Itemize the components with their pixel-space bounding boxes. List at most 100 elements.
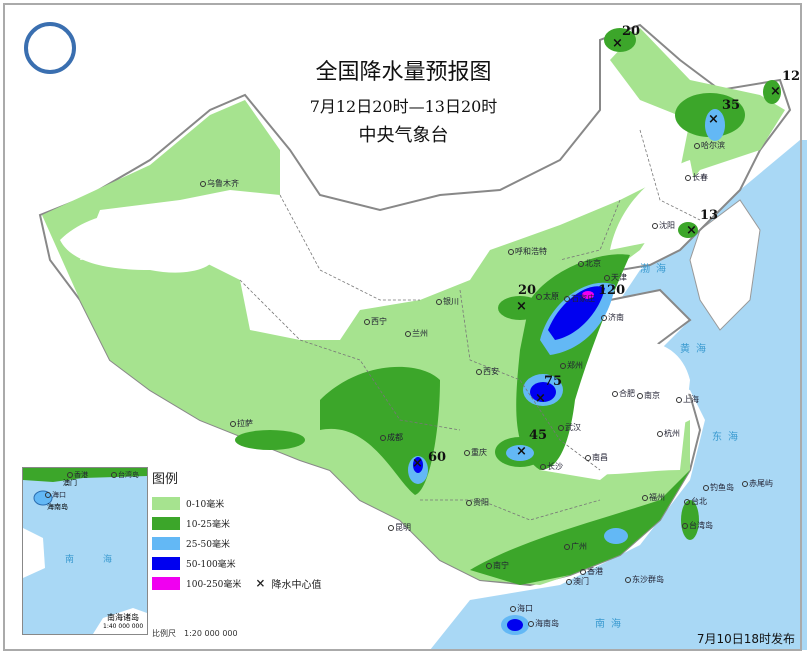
city-label: 福州 bbox=[642, 492, 665, 503]
city-label: 广州 bbox=[564, 541, 587, 552]
rain-center-icon: × bbox=[612, 36, 623, 51]
city-label: 长沙 bbox=[540, 461, 563, 472]
city-label: 南宁 bbox=[486, 560, 509, 571]
legend-label: 10-25毫米 bbox=[186, 519, 230, 530]
place-label: 东沙群岛 bbox=[625, 574, 664, 585]
rain-center-icon: × bbox=[770, 84, 781, 99]
rain-center-icon: × bbox=[516, 299, 527, 314]
city-label: 台北 bbox=[684, 496, 707, 507]
inset-label: 海口 bbox=[45, 490, 66, 500]
issue-time: 7月10日18时发布 bbox=[696, 632, 795, 646]
rain-center-icon: × bbox=[412, 456, 423, 471]
rain-center-legend-icon: × bbox=[255, 576, 266, 590]
legend-label: 25-50毫米 bbox=[186, 539, 230, 550]
logo-icon bbox=[24, 22, 76, 74]
legend-item: 50-100毫米 bbox=[152, 553, 321, 573]
legend-title: 图例 bbox=[152, 472, 179, 487]
city-label: 南昌 bbox=[585, 452, 608, 463]
city-label: 呼和浩特 bbox=[508, 246, 547, 257]
city-label: 上海 bbox=[676, 394, 699, 405]
city-label: 拉萨 bbox=[230, 418, 253, 429]
rain-center-value: 60 bbox=[428, 450, 447, 465]
inset-sea-label: 南 海 bbox=[65, 555, 123, 565]
city-label: 南京 bbox=[637, 390, 660, 401]
city-label: 太原 bbox=[536, 291, 559, 302]
rain-center-value: 120 bbox=[598, 283, 626, 298]
inset-label: 香港 bbox=[67, 470, 88, 480]
city-label: 昆明 bbox=[388, 522, 411, 533]
city-label: 西安 bbox=[476, 366, 499, 377]
city-label: 澳门 bbox=[566, 576, 589, 587]
sea-label: 东海 bbox=[712, 432, 744, 443]
legend-swatch bbox=[152, 536, 180, 550]
city-label: 银川 bbox=[436, 296, 459, 307]
city-label: 杭州 bbox=[657, 428, 680, 439]
legend-item: 10-25毫米 bbox=[152, 513, 321, 533]
city-label: 贵阳 bbox=[466, 497, 489, 508]
city-label: 长春 bbox=[685, 172, 708, 183]
city-label: 沈阳 bbox=[652, 220, 675, 231]
place-label: 钓鱼岛 bbox=[703, 482, 734, 493]
rain-center-value: 35 bbox=[722, 98, 741, 113]
inset-label: 海南岛 bbox=[47, 503, 68, 511]
city-label: 合肥 bbox=[612, 388, 635, 399]
rain-center-value: 13 bbox=[700, 208, 719, 223]
forecast-period: 7月12日20时—13日20时 bbox=[309, 97, 498, 116]
south-china-sea-inset: 香港 台湾岛 澳门 海口 海南岛 南 海 南海诸岛 1:40 000 000 bbox=[22, 467, 148, 635]
map-scale: 比例尺 1:20 000 000 bbox=[152, 629, 238, 638]
rain-center-icon: × bbox=[686, 223, 697, 238]
city-label: 哈尔滨 bbox=[694, 140, 725, 151]
province-borders bbox=[239, 129, 701, 521]
sea-label: 渤海 bbox=[640, 264, 672, 275]
rain-center-icon: × bbox=[535, 391, 546, 406]
map-frame bbox=[3, 3, 802, 651]
legend-item: 0-10毫米 bbox=[152, 493, 321, 513]
rain-zone-0-10 bbox=[42, 28, 785, 585]
city-label: 香港 bbox=[580, 566, 603, 577]
legend-swatch bbox=[152, 516, 180, 530]
city-label: 兰州 bbox=[405, 328, 428, 339]
city-label: 北京 bbox=[578, 258, 601, 269]
rain-center-value: 20 bbox=[622, 24, 641, 39]
rain-center-value: 12 bbox=[782, 69, 801, 84]
legend-swatch bbox=[152, 556, 180, 570]
map-title: 全国降水量预报图 bbox=[315, 60, 492, 85]
dry-area bbox=[60, 211, 217, 273]
legend-item: 25-50毫米 bbox=[152, 533, 321, 553]
legend-swatch bbox=[152, 576, 180, 590]
sea-label: 黄海 bbox=[680, 344, 712, 355]
dry-area bbox=[610, 160, 700, 250]
city-label: 石家庄 bbox=[564, 293, 595, 304]
legend-label: 100-250毫米 bbox=[186, 579, 242, 590]
city-label: 武汉 bbox=[558, 422, 581, 433]
city-label: 乌鲁木齐 bbox=[200, 178, 239, 189]
rain-center-icon: × bbox=[516, 444, 527, 459]
city-label: 西宁 bbox=[364, 316, 387, 327]
dry-area bbox=[551, 340, 690, 475]
rain-center-value: 20 bbox=[518, 283, 537, 298]
city-label: 济南 bbox=[601, 312, 624, 323]
city-label: 天津 bbox=[604, 272, 627, 283]
place-label: 赤尾屿 bbox=[742, 478, 773, 489]
agency-name: 中央气象台 bbox=[358, 125, 449, 146]
legend-swatch bbox=[152, 496, 180, 510]
inset-label: 台湾岛 bbox=[111, 470, 139, 480]
place-label: 台湾岛 bbox=[682, 520, 713, 531]
rain-center-icon: × bbox=[708, 112, 719, 127]
place-label: 海南岛 bbox=[528, 618, 559, 629]
legend-label: 0-10毫米 bbox=[186, 499, 225, 510]
inset-title: 南海诸岛 bbox=[107, 613, 139, 622]
legend: 图例 0-10毫米 10-25毫米 25-50毫米 50-100毫米 100-2… bbox=[152, 468, 321, 593]
rain-center-legend-label: 降水中心值 bbox=[271, 579, 322, 591]
legend-item: 100-250毫米 × 降水中心值 bbox=[152, 573, 321, 593]
inset-label: 澳门 bbox=[63, 479, 77, 487]
inset-scale: 1:40 000 000 bbox=[103, 623, 144, 630]
city-label: 郑州 bbox=[560, 360, 583, 371]
city-label: 成都 bbox=[380, 432, 403, 443]
city-label: 重庆 bbox=[464, 447, 487, 458]
rain-center-value: 45 bbox=[529, 428, 548, 443]
rain-center-value: 75 bbox=[544, 374, 563, 389]
sea-label: 南海 bbox=[595, 619, 627, 630]
city-label: 海口 bbox=[510, 603, 533, 614]
legend-label: 50-100毫米 bbox=[186, 559, 236, 570]
